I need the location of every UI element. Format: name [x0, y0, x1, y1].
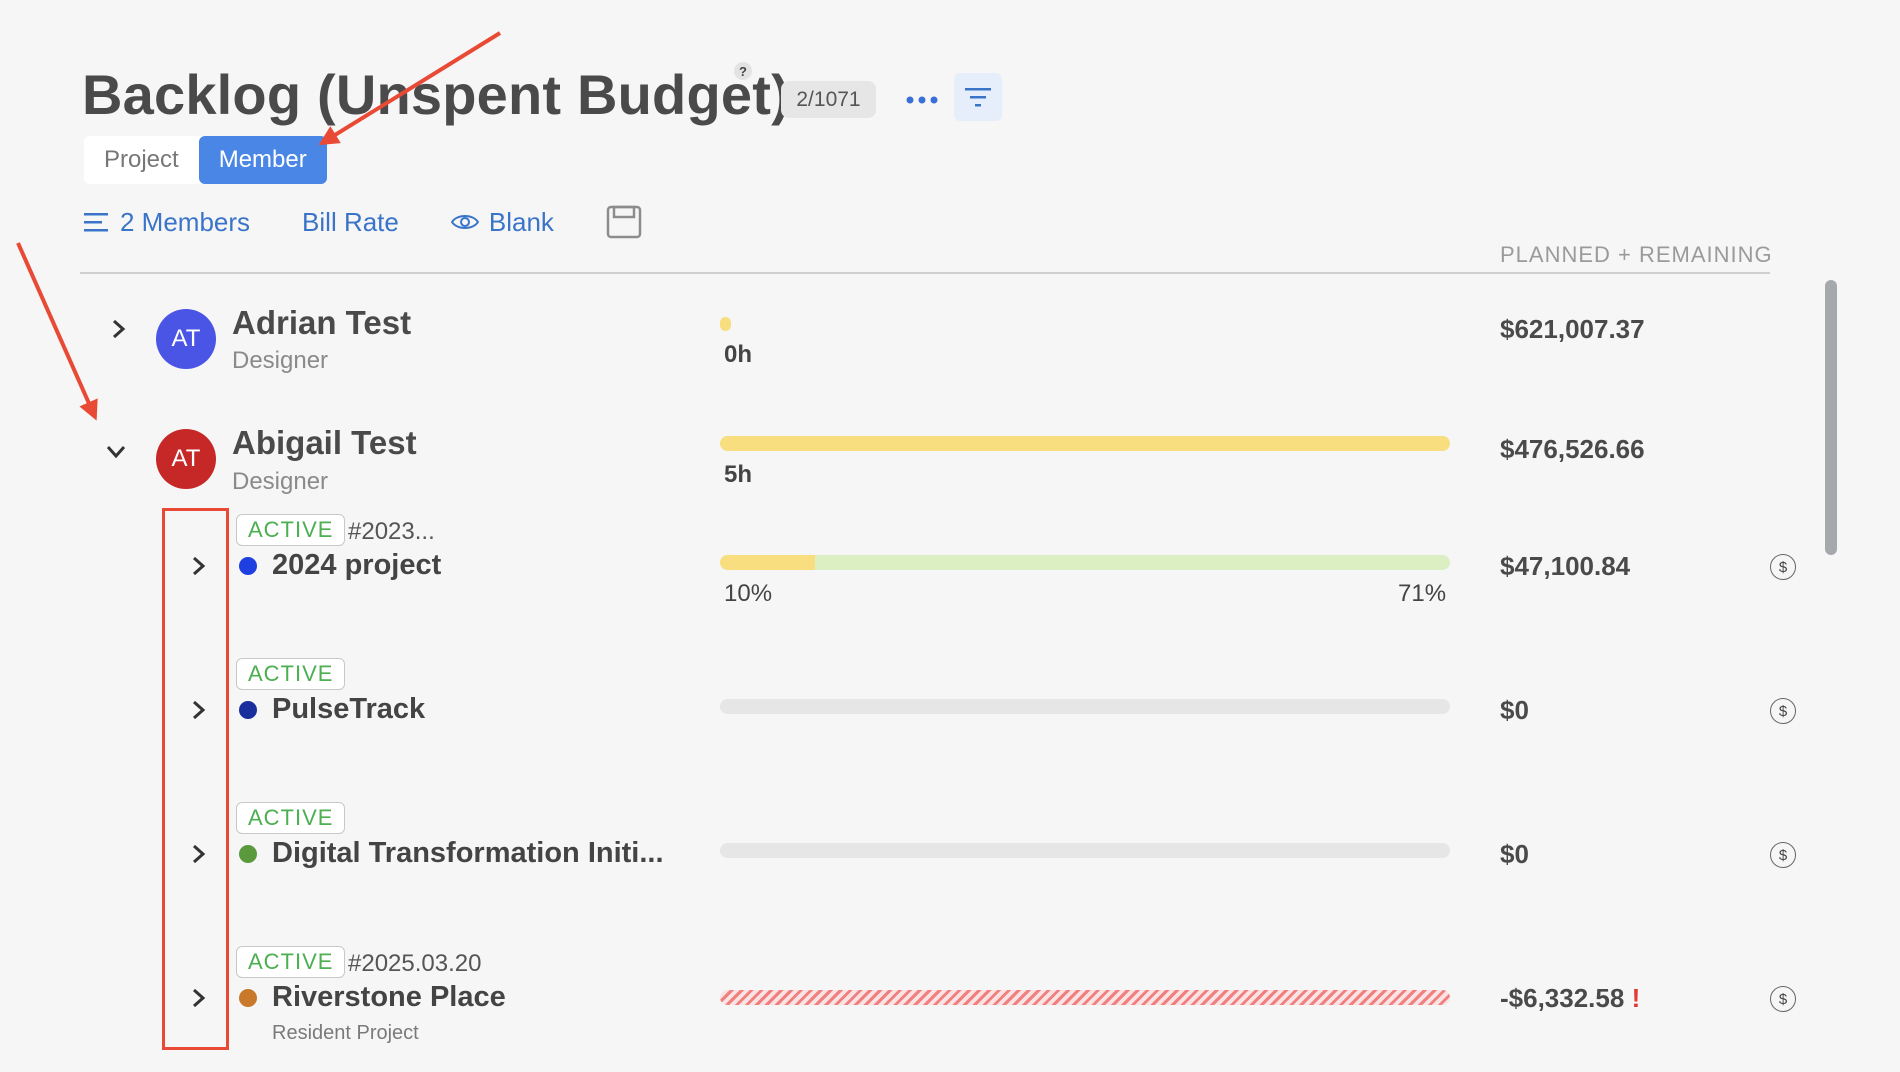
status-badge: ACTIVE [236, 658, 346, 690]
project-name[interactable]: PulseTrack [272, 693, 426, 725]
view-toggle: Project Member [84, 136, 327, 184]
column-header-planned-remaining: PLANNED + REMAINING [1500, 242, 1773, 267]
help-icon[interactable]: ? [734, 62, 752, 80]
project-name[interactable]: Riverstone Place [272, 981, 506, 1013]
project-name[interactable]: Digital Transformation Initi... [272, 837, 664, 869]
project-amount: $47,100.84 [1500, 551, 1631, 581]
budget-progress-bar [720, 843, 1450, 858]
avatar: AT [156, 429, 216, 489]
blank-view-label: Blank [488, 206, 554, 237]
list-icon [84, 213, 108, 232]
page-title: Backlog (Unspent Budget) [82, 63, 790, 126]
filter-button[interactable] [954, 73, 1002, 121]
hours-bar-fill [720, 317, 731, 331]
project-subtitle: Resident Project [272, 1022, 419, 1044]
bill-rate-label: Bill Rate [302, 206, 399, 237]
project-number: #2023... [348, 518, 435, 545]
dollar-icon[interactable]: $ [1770, 986, 1796, 1012]
avatar: AT [156, 309, 216, 369]
header-divider [80, 272, 1770, 274]
member-role: Designer [232, 468, 329, 495]
project-name[interactable]: 2024 project [272, 549, 442, 581]
more-icon [906, 96, 938, 104]
members-filter-label: 2 Members [120, 206, 251, 237]
collapse-chevron-down-icon[interactable] [103, 439, 129, 465]
status-badge: ACTIVE [236, 802, 346, 834]
budget-progress-bar-overbudget [720, 990, 1450, 1005]
blank-view-button[interactable]: Blank [450, 206, 554, 238]
progress-right-label: 71% [1398, 580, 1447, 607]
project-amount-value: -$6,332.58 [1500, 983, 1625, 1013]
count-badge: 2/1071 [781, 81, 876, 118]
expand-chevron-right-icon[interactable] [186, 985, 212, 1011]
warning-icon: ! [1631, 983, 1641, 1013]
expand-chevron-right-icon[interactable] [186, 841, 212, 867]
budget-progress-bar [720, 699, 1450, 714]
save-icon [606, 205, 642, 239]
avatar-initials: AT [171, 325, 201, 352]
expand-chevron-right-icon[interactable] [106, 316, 132, 342]
project-color-dot [239, 845, 257, 863]
project-number: #2025.03.20 [348, 950, 482, 977]
budget-progress-bar [720, 555, 1450, 570]
status-badge: ACTIVE [236, 514, 346, 546]
save-button[interactable] [606, 205, 652, 239]
eye-icon [450, 215, 479, 229]
members-filter-button[interactable]: 2 Members [84, 207, 250, 238]
bill-rate-button[interactable]: Bill Rate [302, 207, 399, 238]
project-color-dot [239, 557, 257, 575]
progress-left-label: 10% [724, 580, 773, 607]
avatar-initials: AT [171, 445, 201, 472]
dollar-icon[interactable]: $ [1770, 842, 1796, 868]
vertical-scrollbar[interactable] [1825, 280, 1837, 555]
member-amount: $621,007.37 [1500, 314, 1645, 344]
dollar-icon[interactable]: $ [1770, 698, 1796, 724]
project-amount: $0 [1500, 839, 1529, 869]
status-badge: ACTIVE [236, 946, 346, 978]
project-amount: -$6,332.58 ! [1500, 983, 1640, 1014]
hours-label: 5h [724, 461, 753, 488]
hours-bar [720, 436, 1450, 451]
toolbar: 2 Members Bill Rate Blank [84, 202, 704, 242]
expand-chevron-right-icon[interactable] [186, 697, 212, 723]
more-options-button[interactable] [900, 82, 944, 118]
project-color-dot [239, 701, 257, 719]
arrow-to-collapse-chevron [16, 242, 98, 421]
hours-label: 0h [724, 341, 753, 368]
project-color-dot [239, 989, 257, 1007]
filter-icon [965, 88, 991, 107]
member-name: Adrian Test [232, 304, 412, 341]
expand-chevron-right-icon[interactable] [186, 553, 212, 579]
toggle-member[interactable]: Member [198, 136, 327, 184]
member-role: Designer [232, 347, 329, 374]
project-amount: $0 [1500, 695, 1529, 725]
dollar-icon[interactable]: $ [1770, 554, 1796, 580]
toggle-project[interactable]: Project [104, 146, 179, 173]
member-name: Abigail Test [232, 424, 417, 461]
member-amount: $476,526.66 [1500, 434, 1645, 464]
budget-progress-spent [720, 555, 815, 570]
highlight-box-annotation [162, 508, 229, 1050]
